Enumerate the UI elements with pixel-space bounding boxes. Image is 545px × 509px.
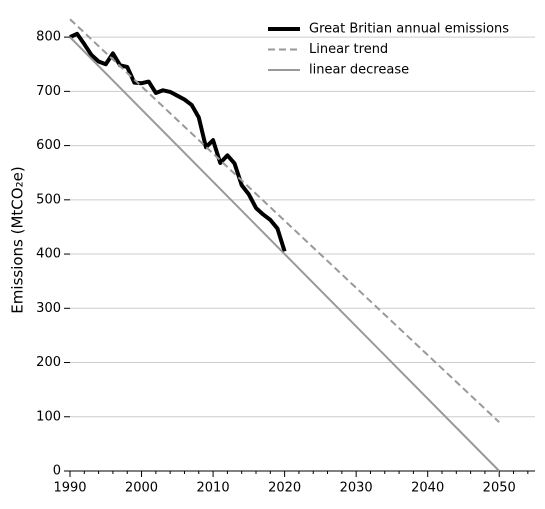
legend-label: linear decrease — [309, 63, 409, 78]
y-tick-label: 0 — [53, 464, 61, 479]
x-tick-label: 2030 — [340, 481, 373, 496]
y-tick-label: 800 — [36, 30, 61, 45]
y-tick-label: 300 — [36, 301, 61, 316]
series-line — [69, 18, 500, 423]
y-axis-label: Emissions (MtCO₂e) — [9, 166, 27, 313]
legend-label: Great Britian annual emissions — [309, 22, 509, 37]
x-tick-label: 2010 — [197, 481, 230, 496]
y-tick-label: 700 — [36, 84, 61, 99]
y-tick-label: 400 — [36, 247, 61, 262]
y-tick-label: 100 — [36, 409, 61, 424]
x-tick-label: 2050 — [483, 481, 516, 496]
series-line — [69, 36, 500, 472]
legend-label: Linear trend — [309, 42, 388, 57]
y-tick-label: 200 — [36, 355, 61, 370]
x-tick-label: 2020 — [268, 481, 301, 496]
series-line — [69, 31, 287, 252]
x-tick-label: 2040 — [411, 481, 444, 496]
y-tick-label: 500 — [36, 192, 61, 207]
x-tick-label: 2000 — [125, 481, 158, 496]
y-tick-label: 600 — [36, 138, 61, 153]
x-tick-label: 1990 — [53, 481, 86, 496]
